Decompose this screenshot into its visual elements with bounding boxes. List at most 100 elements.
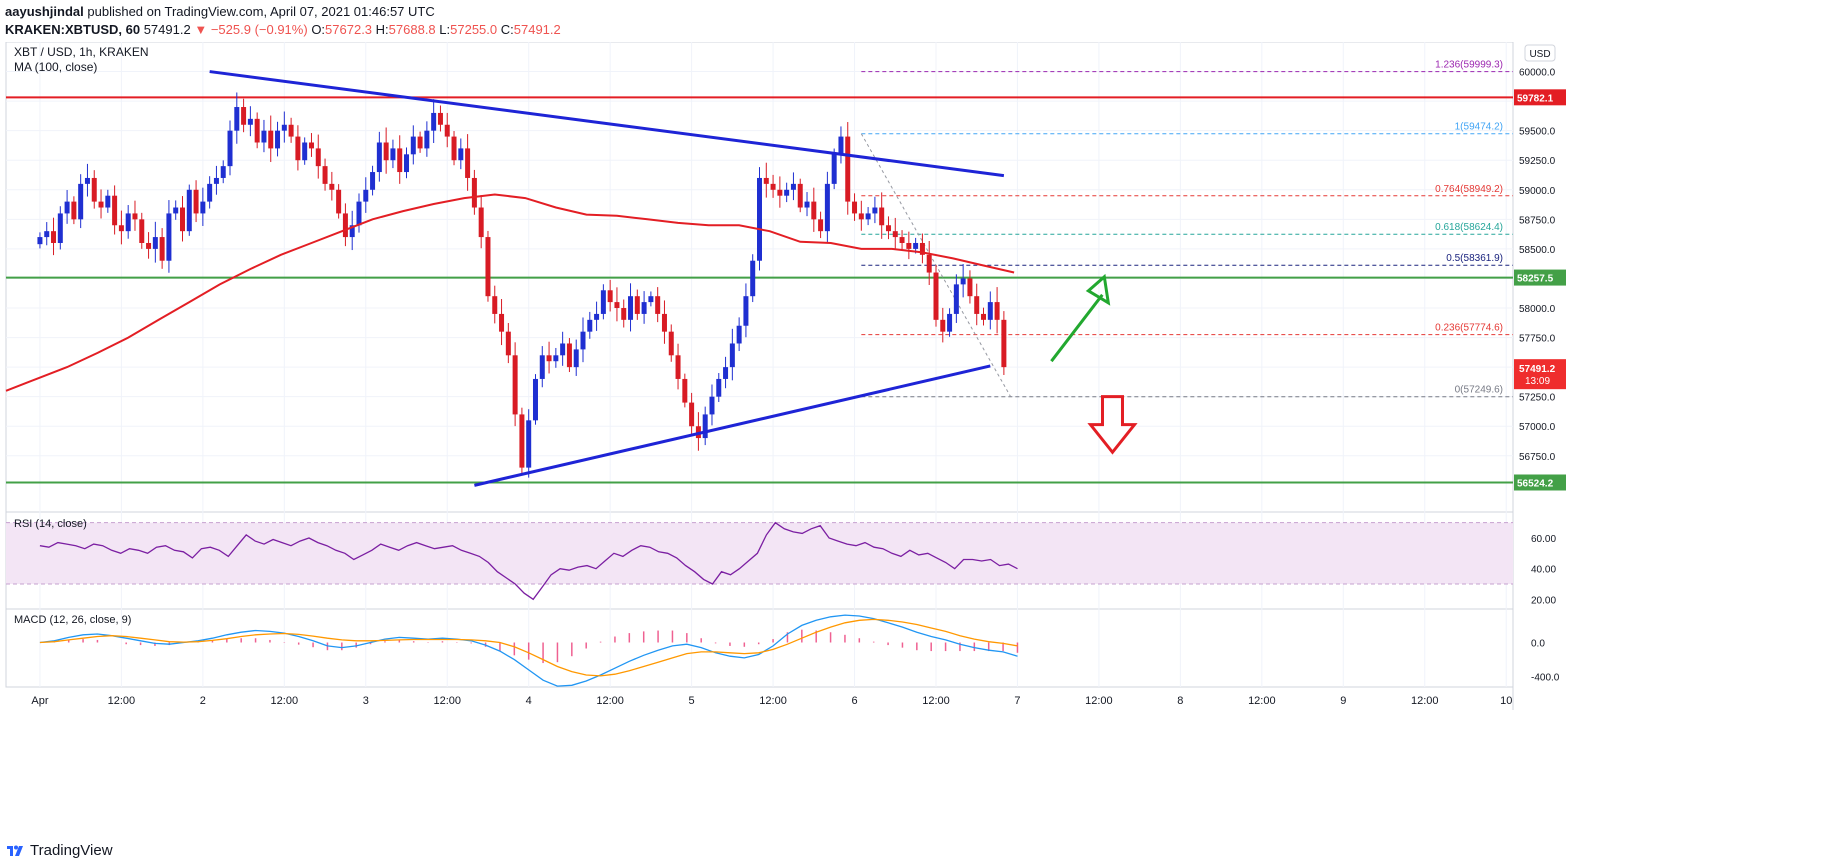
candle-body	[200, 201, 206, 214]
candle-body	[553, 355, 559, 362]
candle-body	[281, 124, 287, 131]
currency-button-label[interactable]: USD	[1529, 49, 1550, 60]
candle-body	[838, 136, 844, 155]
y-tick-label: 60000.0	[1519, 68, 1556, 79]
candle-body	[960, 278, 966, 285]
candle-body	[220, 166, 226, 178]
candle-body	[947, 313, 953, 332]
candle-body	[505, 331, 511, 356]
candle-body	[682, 378, 688, 403]
candle-body	[621, 308, 627, 320]
candle-body	[580, 331, 586, 350]
candle-body	[397, 148, 403, 173]
candle-body	[105, 195, 111, 208]
candle-body	[811, 201, 817, 220]
candle-body	[125, 213, 131, 232]
candle-body	[186, 189, 192, 232]
candle-body	[91, 177, 97, 202]
candle-body	[784, 189, 790, 196]
candle-body	[770, 183, 776, 190]
candle-body	[933, 272, 939, 320]
rsi-line	[39, 521, 1018, 601]
candle-body	[349, 225, 355, 238]
footer-brand[interactable]: TradingView	[30, 841, 113, 859]
ma-study-label: MA (100, close)	[14, 60, 97, 74]
candle-body	[634, 296, 640, 314]
candle-body	[668, 331, 674, 356]
candle-body	[437, 112, 443, 125]
candle-body	[675, 355, 681, 379]
fib-level-label: 1.236(59999.3)	[1435, 60, 1503, 71]
fib-level-label: 0.5(58361.9)	[1446, 253, 1503, 264]
macd-y-tick-label: -400.0	[1531, 673, 1560, 684]
candle-body	[315, 148, 321, 167]
candle-body	[532, 378, 538, 421]
low-label: L:	[439, 22, 451, 37]
y-tick-label: 59500.0	[1519, 127, 1556, 138]
candle-body	[919, 242, 925, 255]
x-tick-label: 6	[851, 695, 857, 707]
candle-body	[981, 313, 987, 320]
chart-area[interactable]: Apr 12:00 2 12:00 3 12:00 4 12:00 5 12:00 6 12:00 7 1…	[0, 42, 1828, 832]
publish-info: published on TradingView.com, April 07, …	[87, 4, 435, 19]
candle-body	[51, 231, 57, 243]
candle-body	[227, 130, 233, 167]
candle-body	[57, 213, 63, 243]
candle-body	[587, 319, 593, 332]
candle-body	[146, 242, 152, 249]
candle-body	[858, 213, 864, 220]
candle-body	[499, 313, 505, 332]
candle-body	[872, 207, 878, 214]
x-tick-label: 12:00	[1411, 695, 1439, 707]
price-level-label: 58257.5	[1517, 274, 1554, 285]
candle-body	[376, 142, 382, 173]
fib-level-label: 0.236(57774.6)	[1435, 323, 1503, 334]
x-tick-label: 2	[200, 695, 206, 707]
candle-body	[308, 142, 314, 149]
y-tick-label: 56750.0	[1519, 452, 1556, 463]
candle-body	[329, 183, 335, 190]
candle-body	[655, 296, 661, 314]
chart-title: XBT / USD, 1h, KRAKEN	[14, 45, 149, 59]
down-arrow-icon	[1087, 395, 1138, 455]
candle-body	[431, 112, 437, 131]
down-triangle-icon: ▼	[194, 22, 208, 37]
x-tick-label: 12:00	[108, 695, 136, 707]
x-tick-label: 12:00	[759, 695, 787, 707]
candle-body	[193, 189, 199, 214]
candle-body	[804, 201, 810, 208]
price-level-label: 59782.1	[1517, 93, 1554, 104]
y-tick-label: 57250.0	[1519, 393, 1556, 404]
y-tick-label: 58500.0	[1519, 245, 1556, 256]
candle-body	[139, 219, 145, 243]
candle-body	[689, 402, 695, 427]
candle-body	[179, 207, 185, 232]
candle-body	[485, 237, 491, 297]
candle-body	[967, 278, 973, 297]
candle-body	[845, 136, 851, 202]
ma-100-line	[5, 193, 1015, 392]
candle-body	[492, 296, 498, 314]
x-tick-label: 10	[1500, 695, 1512, 707]
candle-body	[723, 367, 729, 379]
candle-body	[268, 130, 274, 149]
rsi-y-tick-label: 60.00	[1531, 534, 1556, 545]
candle-body	[560, 343, 566, 356]
candle-body	[247, 118, 253, 125]
candle-body	[573, 349, 579, 368]
author-name[interactable]: aayushjindal	[5, 4, 84, 19]
x-tick-label: 12:00	[271, 695, 299, 707]
tradingview-logo-icon[interactable]	[6, 843, 24, 857]
candle-body	[261, 130, 267, 143]
candle-body	[159, 237, 165, 261]
candle-body	[906, 242, 912, 249]
y-tick-label: 59250.0	[1519, 156, 1556, 167]
candle-body	[716, 378, 722, 397]
symbol-quote-line: KRAKEN:XBTUSD, 60 57491.2 ▼ −525.9 (−0.9…	[5, 22, 561, 37]
candle-body	[234, 107, 240, 131]
x-tick-label: 12:00	[433, 695, 461, 707]
candle-body	[994, 302, 1000, 320]
candle-body	[336, 189, 342, 214]
candle-body	[824, 183, 830, 232]
currency-button[interactable]	[1524, 44, 1556, 62]
